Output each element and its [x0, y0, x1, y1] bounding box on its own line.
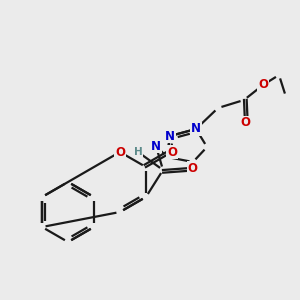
Text: H: H	[134, 147, 142, 157]
Text: O: O	[187, 161, 197, 175]
Text: O: O	[115, 146, 125, 158]
Text: O: O	[258, 79, 268, 92]
Text: N: N	[191, 122, 201, 136]
Text: O: O	[167, 146, 177, 158]
Text: N: N	[151, 140, 161, 152]
Text: O: O	[240, 116, 250, 130]
Text: N: N	[165, 130, 175, 142]
